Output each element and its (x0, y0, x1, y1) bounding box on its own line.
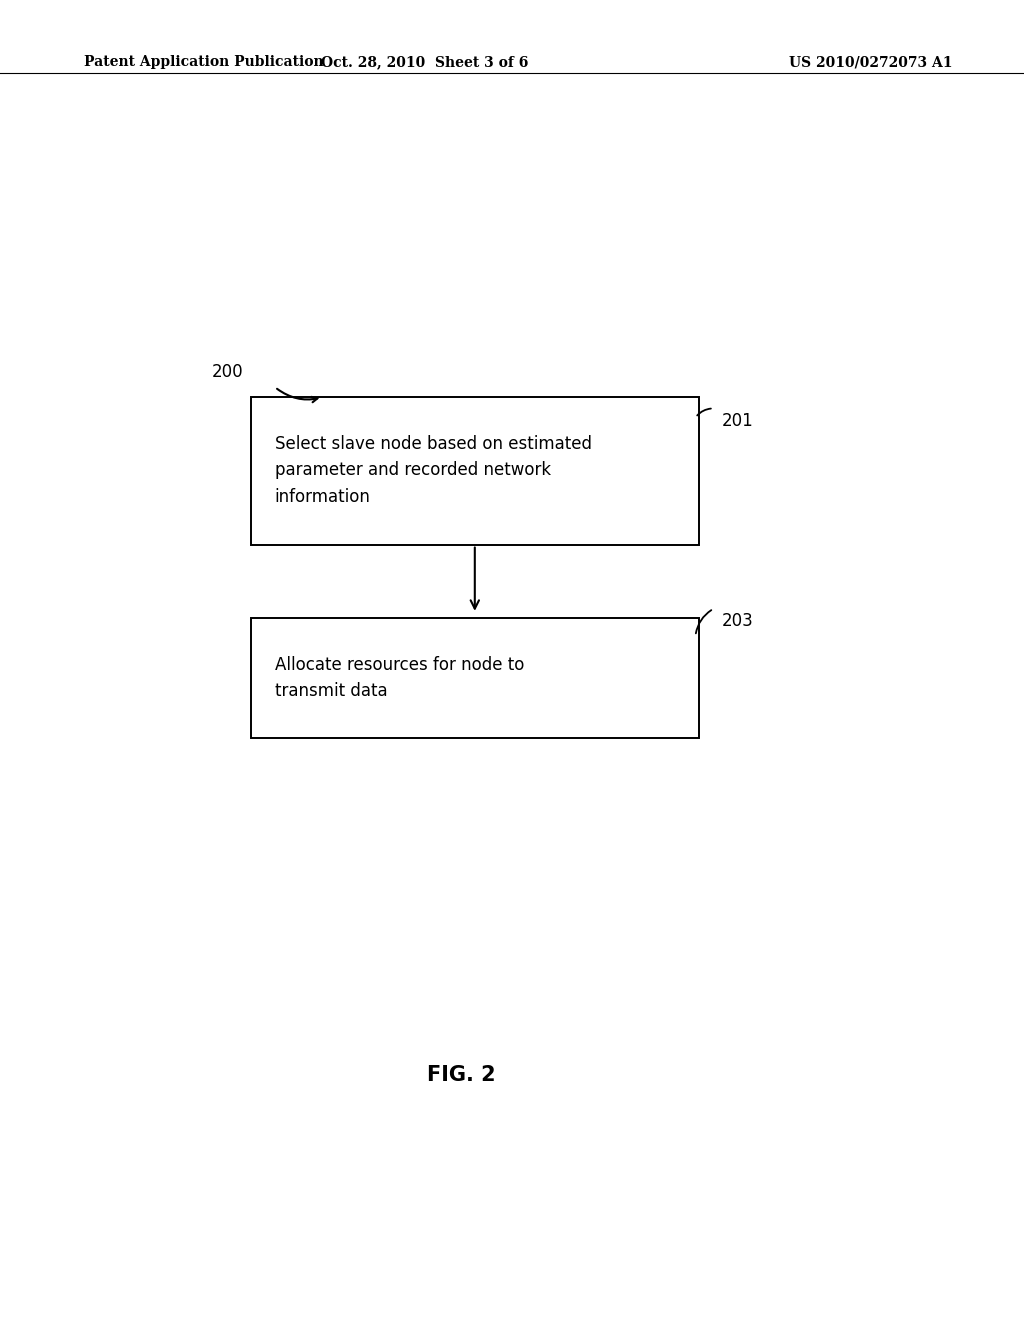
Text: 200: 200 (211, 363, 243, 381)
Text: Oct. 28, 2010  Sheet 3 of 6: Oct. 28, 2010 Sheet 3 of 6 (322, 55, 528, 70)
Bar (251, 618, 699, 738)
Text: US 2010/0272073 A1: US 2010/0272073 A1 (788, 55, 952, 70)
Text: 201: 201 (722, 412, 754, 429)
Text: Allocate resources for node to
transmit data: Allocate resources for node to transmit … (274, 656, 524, 700)
Text: Select slave node based on estimated
parameter and recorded network
information: Select slave node based on estimated par… (274, 436, 592, 506)
Text: 203: 203 (722, 612, 754, 630)
Text: Patent Application Publication: Patent Application Publication (84, 55, 324, 70)
Text: FIG. 2: FIG. 2 (427, 1065, 496, 1085)
Bar (251, 397, 699, 545)
